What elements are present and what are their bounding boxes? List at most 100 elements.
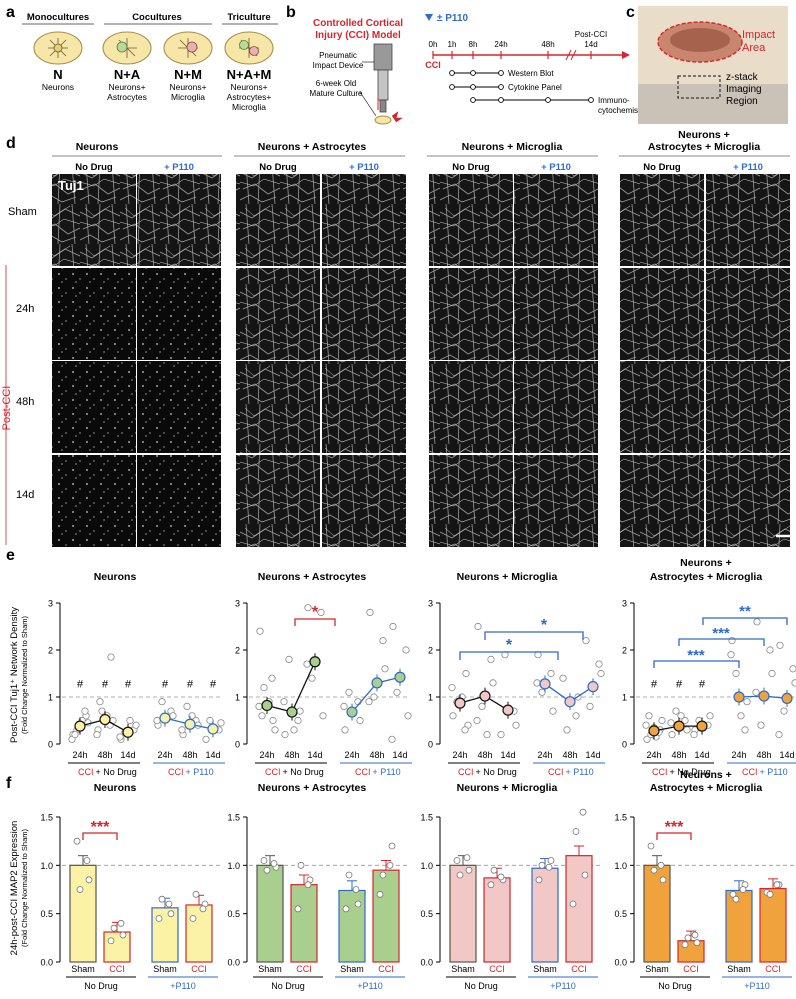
data-point	[780, 707, 788, 715]
data-point	[449, 712, 457, 720]
x-tick-label: 48h	[671, 750, 686, 760]
data-point	[657, 861, 665, 869]
data-point	[365, 698, 373, 706]
data-point	[691, 931, 699, 939]
x-tick-label: 48h	[182, 750, 197, 760]
micrograph-image	[322, 455, 406, 547]
mean-marker	[207, 723, 219, 735]
x-tick-label: 14d	[205, 750, 220, 760]
micrograph-image	[236, 361, 320, 453]
x-tick-label: 14d	[120, 750, 135, 760]
chart-title: Astrocytes + Microglia	[650, 782, 762, 794]
device-label-1: Pneumatic	[319, 51, 357, 60]
y-tick-label: 3	[428, 599, 433, 609]
y-tick-label: 1.5	[40, 813, 53, 823]
data-point	[269, 716, 277, 725]
x-tick-label: 14d	[392, 750, 407, 760]
svg-text:24h: 24h	[494, 40, 507, 49]
mean-marker	[758, 690, 770, 702]
mean-marker	[564, 696, 576, 708]
data-point	[572, 828, 580, 835]
header-monocultures: Monocultures	[27, 12, 89, 23]
data-point	[379, 636, 387, 645]
timeline-ticks: 0h 1h 8h 24h 48h 14d	[429, 40, 598, 49]
data-point	[737, 712, 745, 720]
data-point	[183, 702, 191, 711]
hash-marker: #	[102, 679, 109, 691]
data-point	[497, 730, 505, 739]
x-tick-label: 14d	[307, 750, 322, 760]
micrograph-image	[620, 455, 704, 547]
data-point	[379, 871, 387, 879]
star: *	[312, 604, 319, 621]
star: *	[541, 617, 548, 634]
zstack-1: z-stack	[726, 72, 759, 83]
data-point	[658, 716, 666, 725]
bar	[759, 887, 787, 963]
x-tick-label: CCI	[191, 964, 207, 974]
data-point	[547, 669, 555, 678]
y-tick-label: 0	[428, 740, 433, 750]
bracket	[294, 618, 336, 626]
data-point	[650, 866, 658, 874]
assay-icc-1: Immuno-	[598, 96, 630, 105]
data-point	[473, 716, 481, 725]
data-point	[706, 712, 714, 720]
significance-brackets-f: *** ***	[82, 819, 692, 840]
data-point	[681, 941, 689, 948]
mean-marker	[479, 690, 491, 702]
data-point	[376, 890, 384, 898]
y-tick-label: 3	[48, 599, 53, 609]
mean-marker	[74, 720, 86, 732]
micrograph-image	[514, 268, 598, 360]
data-point	[297, 861, 305, 869]
mean-marker	[309, 656, 321, 668]
data-point	[559, 674, 567, 682]
micrograph-image	[52, 361, 136, 453]
panel-letter-c: c	[626, 4, 635, 21]
chart-title: Neurons + Microglia	[457, 571, 558, 583]
bracket	[653, 660, 740, 668]
group-label-nodrug: No Drug	[84, 981, 118, 991]
significance-brackets: ***********	[294, 603, 788, 668]
data-point	[645, 712, 653, 720]
data-point	[463, 854, 471, 861]
data-point	[389, 622, 397, 631]
data-point	[342, 905, 350, 913]
device-label-2: Impact Device	[313, 61, 364, 70]
mean-marker	[539, 678, 551, 690]
desc-nam-2: Astrocytes+	[227, 92, 272, 102]
p110-header: + P110	[164, 162, 194, 173]
data-point	[308, 674, 316, 682]
data-point	[659, 876, 667, 884]
data-point	[93, 730, 101, 739]
y-tick-label: 0.0	[40, 958, 53, 968]
mean-marker	[733, 691, 745, 703]
y-tick-label: 1	[428, 693, 433, 703]
panel-letter-f: f	[6, 775, 12, 792]
data-point	[487, 655, 495, 664]
x-tick-label: 24h	[537, 750, 552, 760]
group-label-nodrug: CCI + No Drug	[78, 767, 137, 777]
y-tick-label: 0.5	[227, 909, 240, 919]
hash-marker: #	[210, 679, 217, 691]
panel-a: Monocultures Cocultures Triculture N	[22, 12, 278, 112]
svg-text:14d: 14d	[584, 40, 597, 49]
y-tick-label: 0.5	[40, 909, 53, 919]
code-nm: N+M	[174, 67, 202, 82]
post-cci-label: Post-CCI	[575, 30, 607, 39]
data-point	[280, 698, 288, 706]
mean-marker	[696, 720, 708, 732]
chart-title: Neurons + Astrocytes	[258, 571, 367, 583]
data-point	[732, 895, 740, 903]
panel-letter-d: d	[6, 135, 16, 152]
data-point	[169, 712, 177, 720]
svg-text:1h: 1h	[448, 40, 457, 49]
x-tick-label: 14d	[585, 750, 600, 760]
header-triculture: Triculture	[227, 12, 270, 23]
dish-triculture	[224, 31, 274, 65]
data-point	[753, 618, 761, 626]
data-point	[579, 808, 587, 816]
data-point	[296, 707, 304, 715]
bar	[290, 884, 318, 963]
